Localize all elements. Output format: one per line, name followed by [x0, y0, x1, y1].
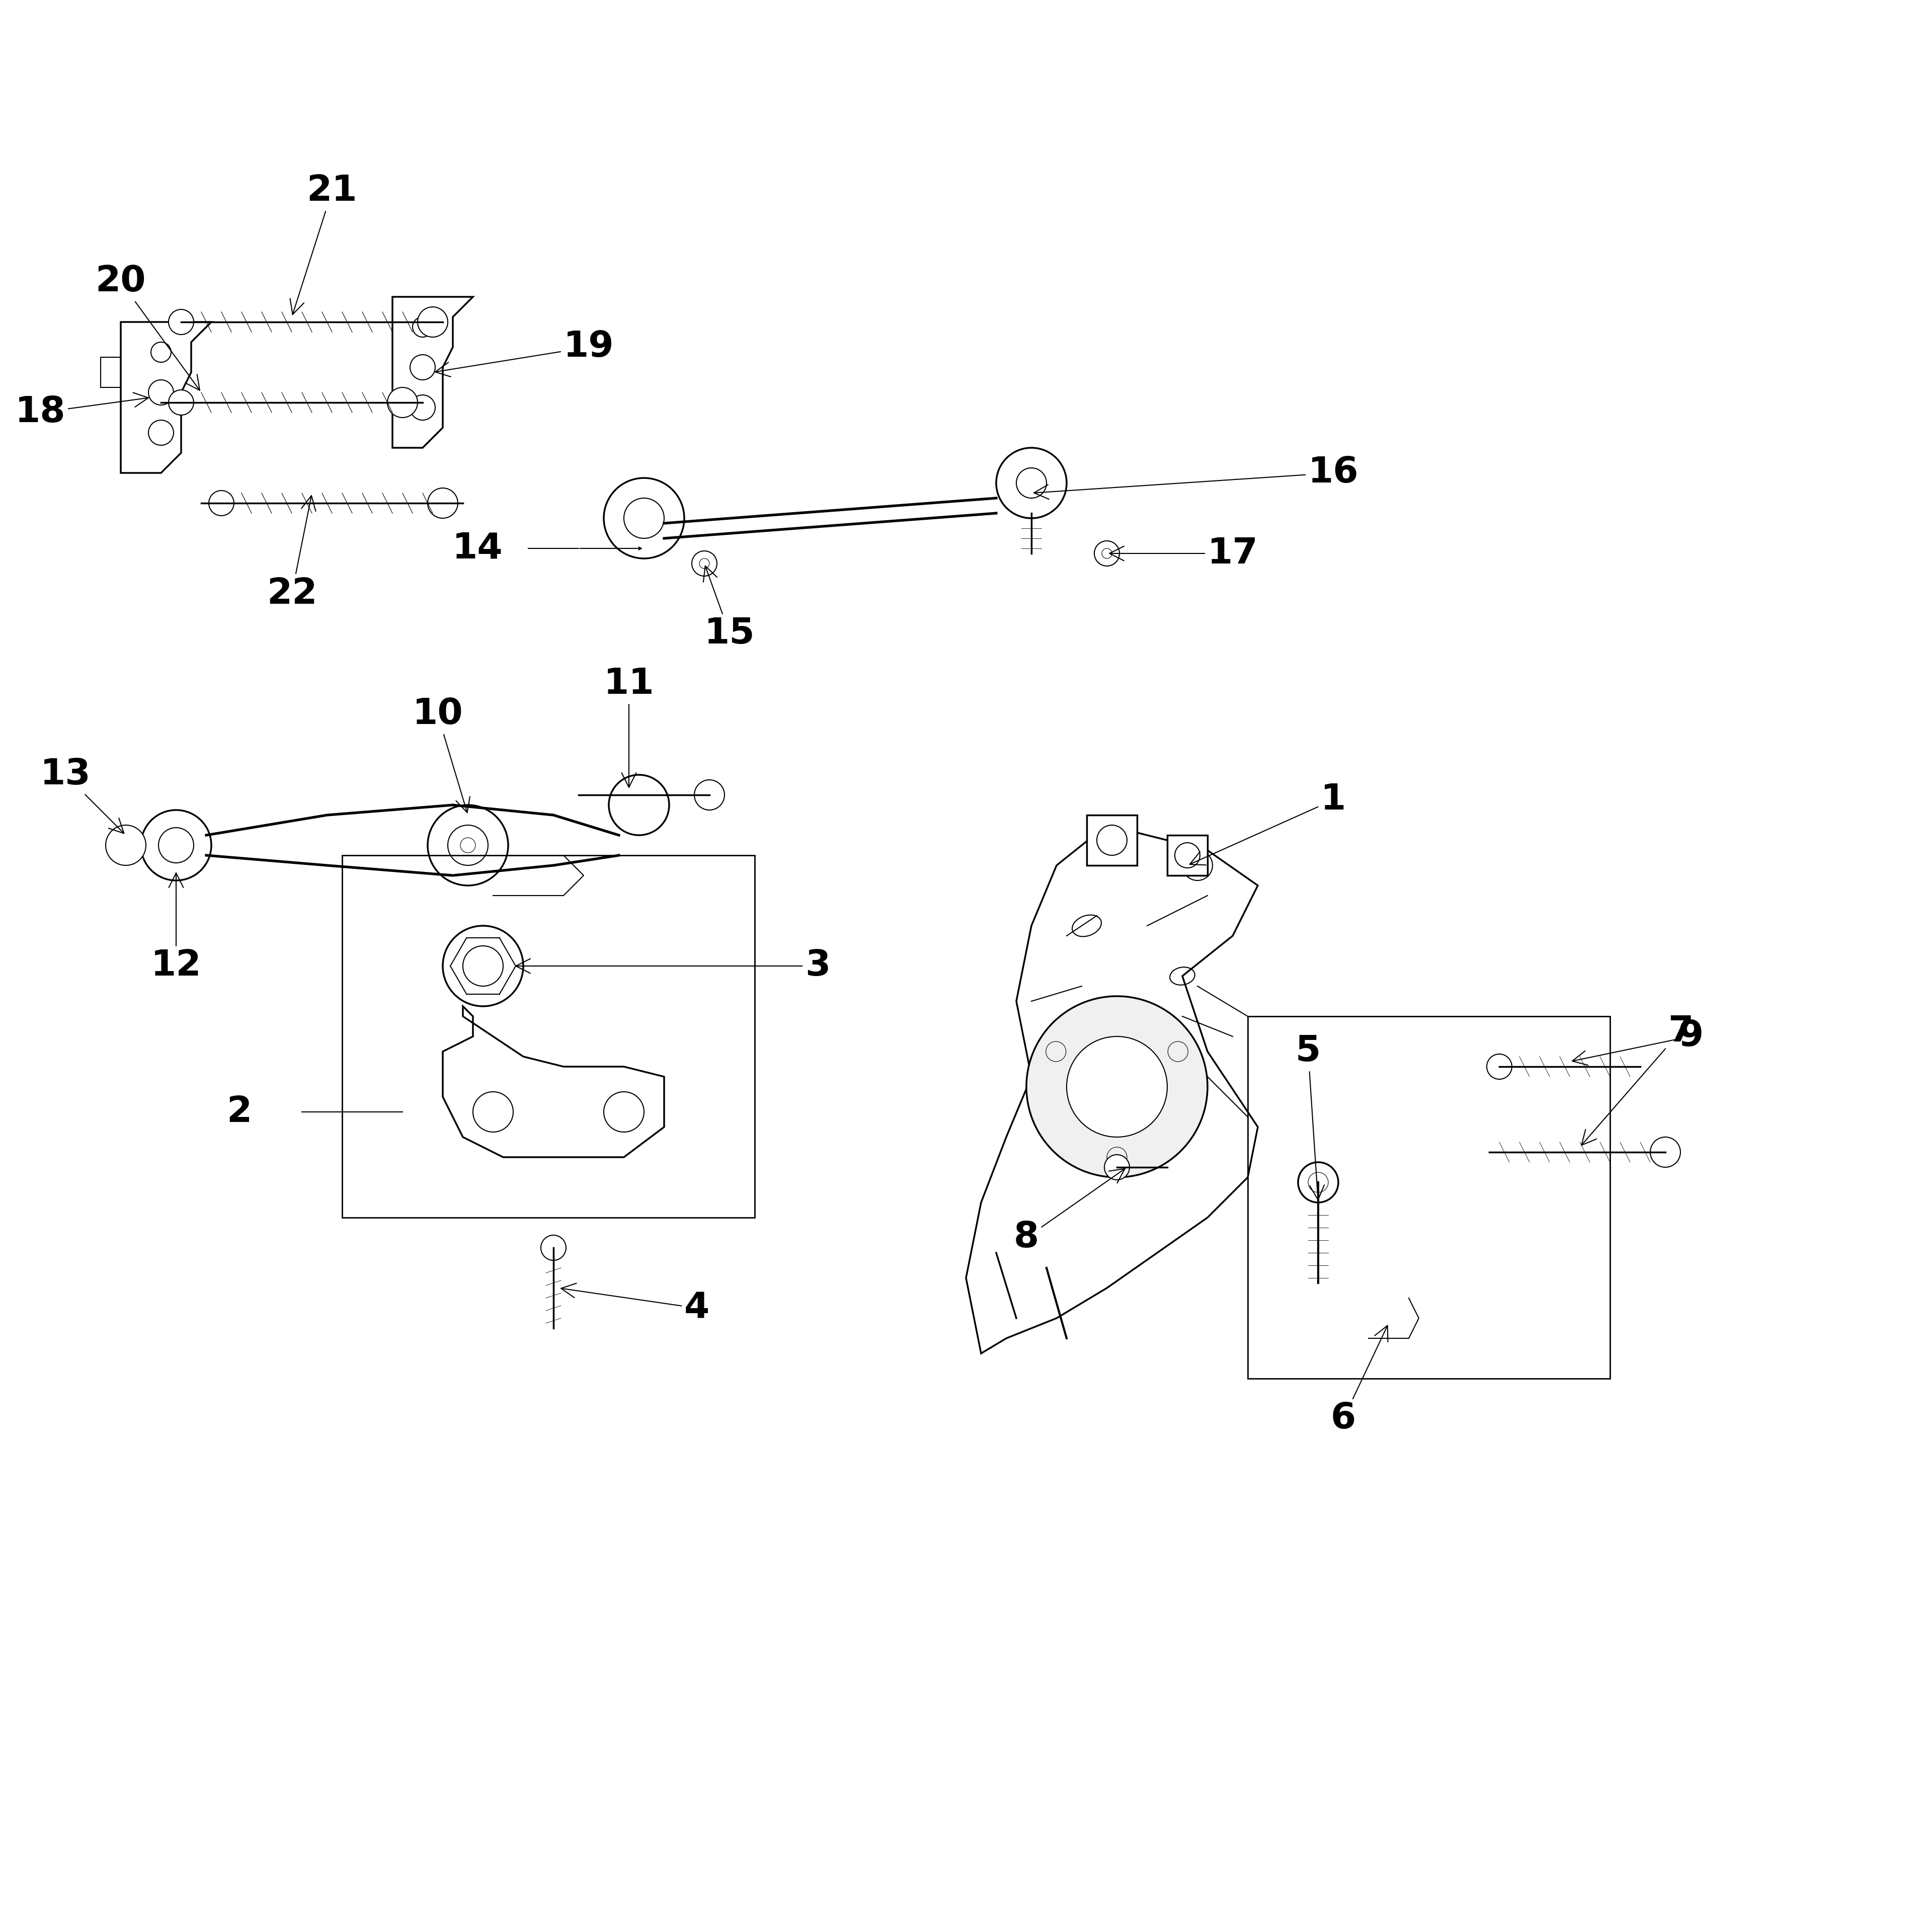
Circle shape	[1650, 1138, 1681, 1167]
Circle shape	[997, 448, 1066, 518]
Circle shape	[106, 825, 147, 866]
Text: 17: 17	[1109, 535, 1258, 570]
Text: 3: 3	[516, 949, 831, 983]
Circle shape	[448, 825, 489, 866]
Circle shape	[427, 489, 458, 518]
Bar	[1088, 815, 1138, 866]
Circle shape	[1066, 1036, 1167, 1138]
Circle shape	[692, 551, 717, 576]
Circle shape	[158, 827, 193, 864]
Circle shape	[442, 925, 524, 1007]
Text: 2: 2	[226, 1095, 251, 1130]
Text: 19: 19	[435, 330, 614, 377]
Circle shape	[609, 775, 668, 835]
Circle shape	[1105, 1155, 1130, 1180]
Text: 5: 5	[1296, 1034, 1323, 1200]
Text: 22: 22	[267, 497, 317, 611]
Circle shape	[1026, 997, 1208, 1177]
Circle shape	[541, 1235, 566, 1260]
Circle shape	[1488, 1055, 1513, 1080]
Text: 21: 21	[290, 174, 357, 315]
Text: 1: 1	[1190, 782, 1347, 866]
Text: 10: 10	[412, 697, 469, 813]
Text: 13: 13	[41, 757, 124, 833]
Text: 9: 9	[1573, 1018, 1704, 1065]
Circle shape	[388, 388, 417, 417]
Text: 14: 14	[452, 531, 502, 566]
Text: 8: 8	[1014, 1169, 1124, 1256]
Circle shape	[417, 307, 448, 336]
Circle shape	[1298, 1163, 1339, 1202]
Text: 12: 12	[151, 873, 201, 983]
Text: 7: 7	[1582, 1014, 1692, 1146]
Circle shape	[427, 806, 508, 885]
Circle shape	[1094, 541, 1119, 566]
Circle shape	[168, 309, 193, 334]
Circle shape	[168, 390, 193, 415]
Text: 16: 16	[1034, 456, 1358, 498]
Text: 18: 18	[15, 392, 149, 431]
Circle shape	[209, 491, 234, 516]
Bar	[342, 856, 755, 1217]
Circle shape	[464, 947, 502, 985]
Circle shape	[605, 477, 684, 558]
Text: 15: 15	[703, 566, 755, 651]
Circle shape	[141, 810, 211, 881]
Bar	[1248, 1016, 1609, 1379]
Text: 6: 6	[1331, 1325, 1387, 1435]
Bar	[100, 357, 122, 388]
Text: 20: 20	[95, 265, 199, 390]
Bar	[1167, 835, 1208, 875]
Text: 4: 4	[560, 1283, 709, 1325]
Circle shape	[694, 781, 725, 810]
Text: 11: 11	[603, 667, 655, 788]
